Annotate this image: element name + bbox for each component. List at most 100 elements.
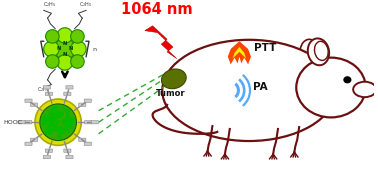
Polygon shape xyxy=(232,47,246,59)
Circle shape xyxy=(56,120,59,123)
Text: N: N xyxy=(63,52,67,57)
Circle shape xyxy=(60,132,62,134)
FancyBboxPatch shape xyxy=(64,149,71,152)
Circle shape xyxy=(69,123,72,126)
Text: $\rm C_2H_5$: $\rm C_2H_5$ xyxy=(79,1,93,9)
Text: $\rm C_2H_5$: $\rm C_2H_5$ xyxy=(43,1,56,9)
FancyBboxPatch shape xyxy=(25,142,32,145)
Circle shape xyxy=(42,118,45,120)
Circle shape xyxy=(64,120,66,123)
FancyBboxPatch shape xyxy=(45,92,53,95)
Circle shape xyxy=(50,118,53,121)
Circle shape xyxy=(53,128,56,131)
FancyBboxPatch shape xyxy=(45,149,53,152)
Circle shape xyxy=(67,110,69,113)
Text: PA: PA xyxy=(253,82,268,92)
Circle shape xyxy=(49,129,52,132)
Circle shape xyxy=(46,131,49,134)
Circle shape xyxy=(44,41,59,57)
Circle shape xyxy=(71,55,84,68)
Circle shape xyxy=(61,113,64,115)
Circle shape xyxy=(67,124,69,127)
Circle shape xyxy=(46,132,48,134)
Text: HOOC: HOOC xyxy=(3,120,22,125)
Ellipse shape xyxy=(296,58,366,117)
Circle shape xyxy=(66,119,69,122)
Circle shape xyxy=(59,126,62,129)
Ellipse shape xyxy=(344,77,351,83)
FancyBboxPatch shape xyxy=(79,138,86,141)
Circle shape xyxy=(50,112,53,115)
Circle shape xyxy=(58,115,61,118)
Text: N: N xyxy=(63,41,67,46)
Circle shape xyxy=(68,118,70,121)
Circle shape xyxy=(70,120,73,123)
Ellipse shape xyxy=(314,41,328,60)
Circle shape xyxy=(49,112,52,114)
Text: 1064 nm: 1064 nm xyxy=(121,2,192,17)
FancyBboxPatch shape xyxy=(43,86,50,89)
Circle shape xyxy=(66,117,68,120)
Circle shape xyxy=(40,104,76,141)
Circle shape xyxy=(58,136,61,138)
Circle shape xyxy=(45,121,48,124)
Ellipse shape xyxy=(162,40,336,141)
Circle shape xyxy=(46,30,59,43)
Text: n: n xyxy=(92,48,96,52)
Ellipse shape xyxy=(161,69,186,89)
Circle shape xyxy=(53,118,56,121)
FancyBboxPatch shape xyxy=(18,121,25,124)
Circle shape xyxy=(42,122,45,124)
Circle shape xyxy=(46,55,59,68)
FancyBboxPatch shape xyxy=(25,121,32,124)
Circle shape xyxy=(56,111,59,113)
Circle shape xyxy=(62,120,65,122)
Circle shape xyxy=(62,107,65,110)
Text: Tumor: Tumor xyxy=(156,89,186,98)
Circle shape xyxy=(60,131,63,134)
Circle shape xyxy=(48,131,51,134)
Circle shape xyxy=(50,117,53,120)
Circle shape xyxy=(58,128,60,131)
Circle shape xyxy=(35,99,81,145)
Ellipse shape xyxy=(308,38,329,65)
Circle shape xyxy=(47,116,50,119)
Circle shape xyxy=(71,126,73,128)
Circle shape xyxy=(51,123,54,126)
Circle shape xyxy=(63,127,66,130)
Circle shape xyxy=(47,128,50,131)
Circle shape xyxy=(54,113,57,116)
Circle shape xyxy=(64,122,67,125)
Circle shape xyxy=(66,115,69,117)
Circle shape xyxy=(55,106,58,109)
Circle shape xyxy=(45,114,47,117)
Circle shape xyxy=(53,114,55,117)
Circle shape xyxy=(46,128,49,130)
Circle shape xyxy=(52,107,55,110)
FancyBboxPatch shape xyxy=(66,86,73,89)
Circle shape xyxy=(57,55,73,70)
Circle shape xyxy=(57,28,73,43)
Circle shape xyxy=(68,122,70,125)
FancyBboxPatch shape xyxy=(30,138,37,141)
Circle shape xyxy=(60,130,64,132)
FancyBboxPatch shape xyxy=(43,155,50,159)
Circle shape xyxy=(71,120,73,123)
Text: N: N xyxy=(57,46,61,52)
Circle shape xyxy=(71,121,73,124)
FancyBboxPatch shape xyxy=(66,155,73,159)
Circle shape xyxy=(49,121,52,123)
Ellipse shape xyxy=(300,39,318,62)
FancyBboxPatch shape xyxy=(91,121,98,124)
Circle shape xyxy=(54,123,57,126)
Circle shape xyxy=(69,120,72,122)
Ellipse shape xyxy=(353,82,376,97)
Circle shape xyxy=(54,38,76,60)
Circle shape xyxy=(54,126,57,129)
Circle shape xyxy=(71,30,84,43)
Circle shape xyxy=(66,129,69,132)
Circle shape xyxy=(68,125,71,127)
Circle shape xyxy=(51,123,53,126)
Circle shape xyxy=(66,130,68,132)
Circle shape xyxy=(71,41,86,57)
